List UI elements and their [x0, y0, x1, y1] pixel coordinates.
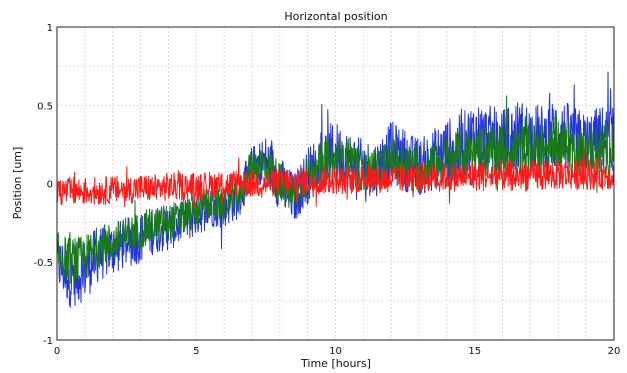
y-tick-label: 1: [47, 23, 53, 34]
chart-title: Horizontal position: [284, 10, 387, 23]
y-tick-label: -1: [43, 336, 53, 347]
series-trace-2: [56, 95, 615, 285]
x-tick-label: 10: [329, 346, 342, 357]
traces: [56, 71, 615, 308]
series-trace-3: [56, 148, 615, 208]
x-tick-label: 20: [608, 346, 621, 357]
y-tick-label: -0.5: [33, 258, 53, 269]
y-tick-label: 0.5: [37, 101, 53, 112]
x-axis-label: Time [hours]: [300, 357, 371, 370]
plot-frame: [56, 26, 615, 341]
y-tick-label: 0: [47, 180, 53, 191]
ticks: 0 5 10 15 20 -1 -0.5 0 0.5 1: [33, 23, 620, 357]
x-tick-label: 0: [54, 346, 60, 357]
x-tick-label: 15: [468, 346, 481, 357]
y-axis-label: Position [um]: [11, 147, 24, 220]
x-tick-label: 5: [193, 346, 199, 357]
